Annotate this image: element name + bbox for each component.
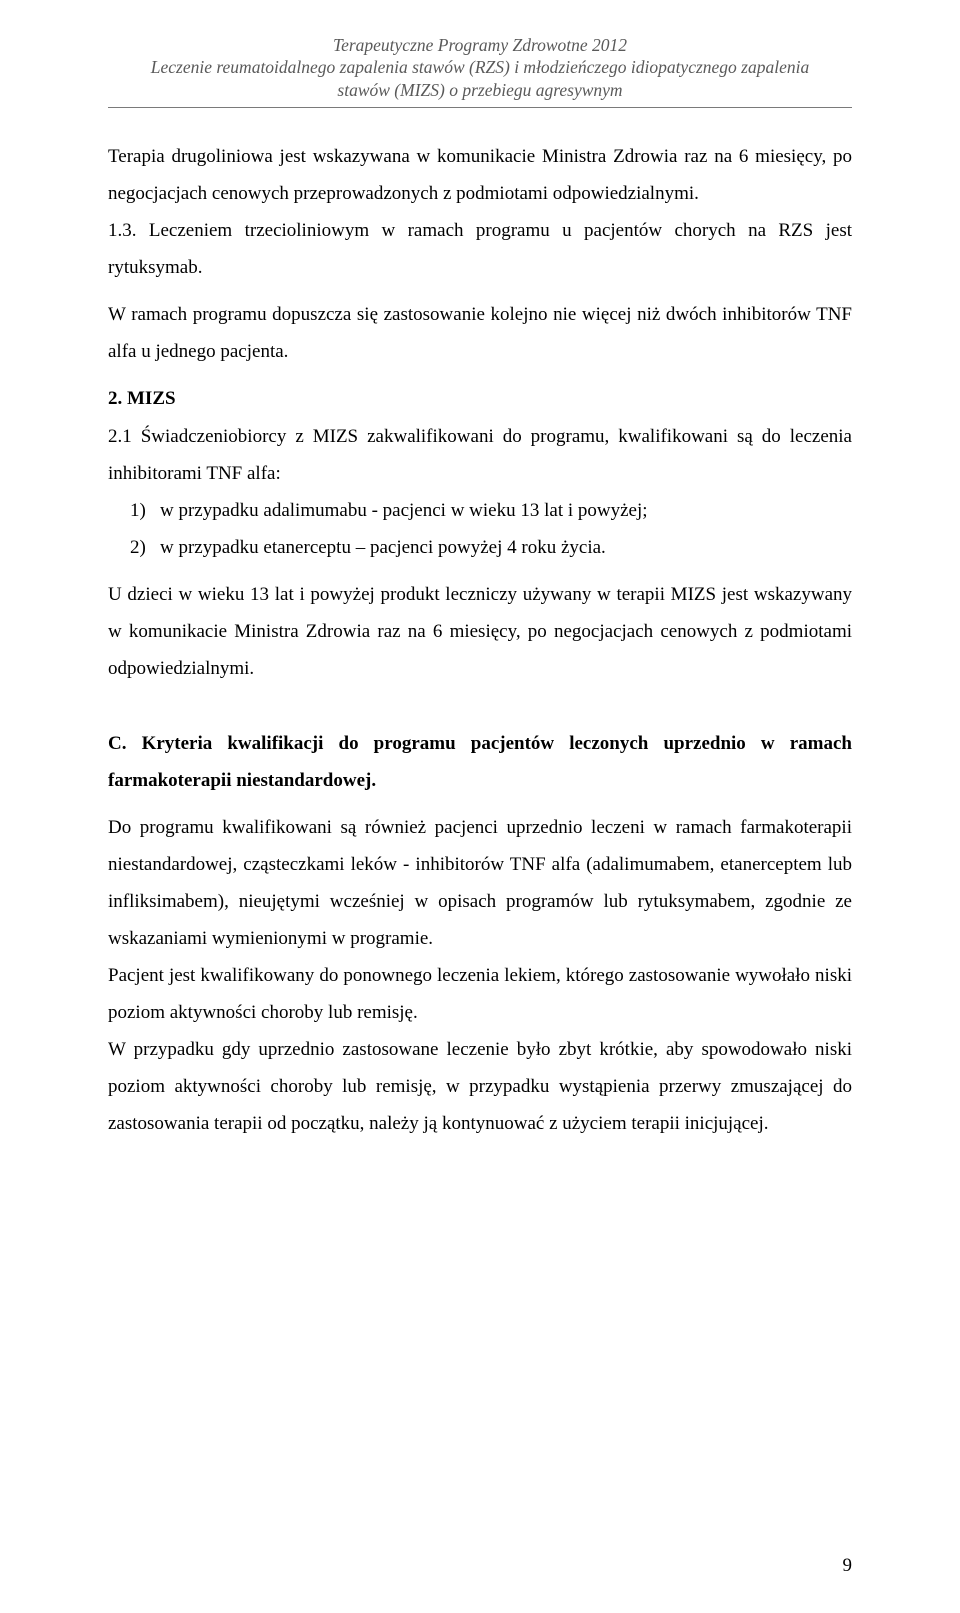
paragraph: 1.3. Leczeniem trzecioliniowym w ramach … [108,212,852,286]
document-body: Terapia drugoliniowa jest wskazywana w k… [108,138,852,1142]
header-line-3: stawów (MIZS) o przebiegu agresywnym [108,79,852,101]
list-item: 1) w przypadku adalimumabu - pacjenci w … [108,492,852,529]
document-page: Terapeutyczne Programy Zdrowotne 2012 Le… [0,0,960,1613]
paragraph: W przypadku gdy uprzednio zastosowane le… [108,1031,852,1142]
list-text: w przypadku etanerceptu – pacjenci powyż… [160,529,852,566]
paragraph: 2.1 Świadczeniobiorcy z MIZS zakwalifiko… [108,418,852,492]
section-heading-mizs: 2. MIZS [108,380,852,417]
numbered-list: 1) w przypadku adalimumabu - pacjenci w … [108,492,852,566]
header-line-1: Terapeutyczne Programy Zdrowotne 2012 [108,34,852,56]
paragraph: Do programu kwalifikowani są również pac… [108,809,852,957]
page-number: 9 [843,1555,853,1577]
list-marker: 1) [108,492,160,529]
header-line-2: Leczenie reumatoidalnego zapalenia stawó… [108,56,852,78]
page-header: Terapeutyczne Programy Zdrowotne 2012 Le… [108,34,852,108]
list-text: w przypadku adalimumabu - pacjenci w wie… [160,492,852,529]
list-marker: 2) [108,529,160,566]
list-item: 2) w przypadku etanerceptu – pacjenci po… [108,529,852,566]
paragraph: U dzieci w wieku 13 lat i powyżej produk… [108,576,852,687]
section-heading-c: C. Kryteria kwalifikacji do programu pac… [108,725,852,799]
paragraph: Terapia drugoliniowa jest wskazywana w k… [108,138,852,212]
paragraph: W ramach programu dopuszcza się zastosow… [108,296,852,370]
paragraph: Pacjent jest kwalifikowany do ponownego … [108,957,852,1031]
